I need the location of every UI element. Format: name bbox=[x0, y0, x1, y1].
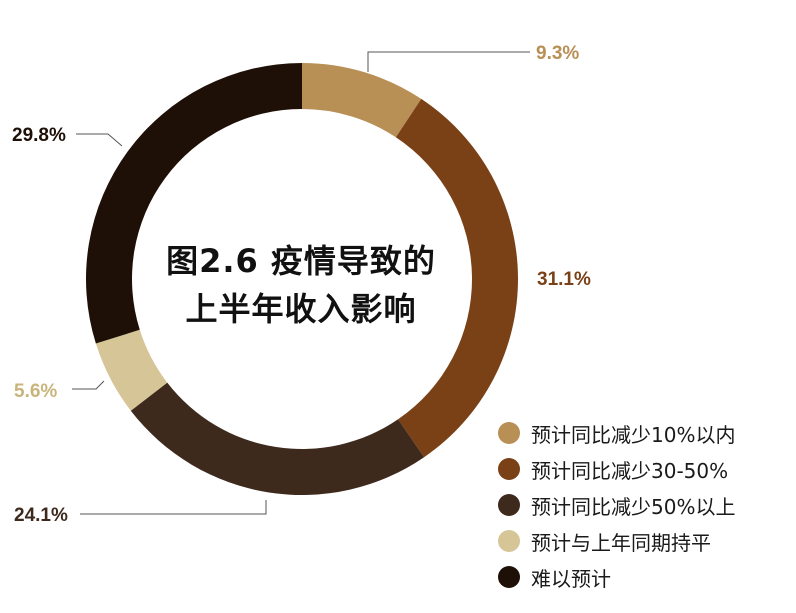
legend-label: 难以预计 bbox=[531, 566, 611, 591]
leader-line bbox=[367, 51, 530, 72]
legend-item: 预计同比减少50%以上 bbox=[498, 487, 735, 523]
donut-slice bbox=[130, 382, 425, 495]
leader-line bbox=[80, 500, 267, 515]
legend-item: 预计同比减少30-50% bbox=[498, 451, 735, 487]
chart-title-line-2: 上半年收入影响 bbox=[185, 290, 417, 328]
chart-title-line-1: 图2.6 疫情导致的 bbox=[166, 242, 436, 280]
donut-slice bbox=[85, 63, 302, 344]
donut-slice bbox=[395, 98, 518, 458]
legend-label: 预计同比减少10%以内 bbox=[531, 422, 736, 447]
legend-swatch-icon bbox=[498, 422, 520, 444]
legend-swatch-icon bbox=[498, 458, 520, 480]
legend-swatch-icon bbox=[498, 494, 520, 516]
legend-item: 预计同比减少10%以内 bbox=[498, 415, 735, 451]
data-label: 31.1% bbox=[537, 269, 591, 290]
leader-line bbox=[72, 380, 105, 390]
legend-label: 预计同比减少50%以上 bbox=[531, 494, 736, 519]
leader-line bbox=[76, 133, 123, 147]
donut-slice bbox=[302, 63, 422, 138]
data-label: 29.8% bbox=[12, 125, 66, 146]
chart-legend: 预计同比减少10%以内 预计同比减少30-50% 预计同比减少50%以上 预计与… bbox=[498, 415, 735, 595]
data-label: 5.6% bbox=[14, 381, 57, 402]
legend-item: 预计与上年同期持平 bbox=[498, 523, 735, 559]
data-label: 24.1% bbox=[14, 505, 68, 526]
legend-swatch-icon bbox=[498, 566, 520, 588]
legend-item: 难以预计 bbox=[498, 559, 735, 595]
chart-title: 图2.6 疫情导致的 上半年收入影响 bbox=[150, 237, 452, 333]
legend-label: 预计同比减少30-50% bbox=[531, 458, 729, 483]
data-label: 9.3% bbox=[536, 43, 579, 64]
legend-label: 预计与上年同期持平 bbox=[531, 530, 711, 555]
legend-swatch-icon bbox=[498, 530, 520, 552]
donut-slice bbox=[95, 329, 168, 411]
